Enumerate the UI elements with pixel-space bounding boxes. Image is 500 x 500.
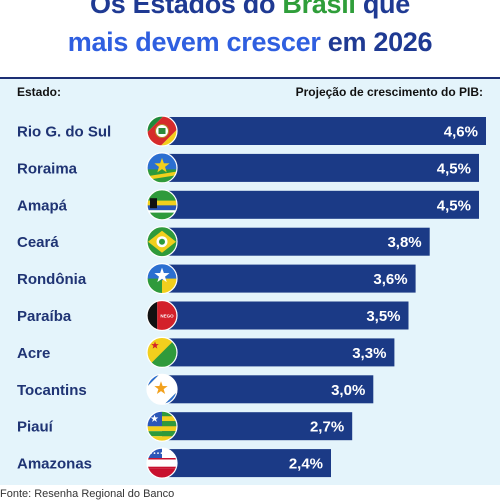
bar [162,153,479,182]
flag-amazonas-icon [146,447,178,479]
value-label: 4,5% [437,160,471,177]
title-line-2: mais devem crescer em 2026 [0,27,500,58]
state-label: Rio G. do Sul [17,124,111,141]
flag-rondonia-icon [146,263,178,295]
bar [162,375,374,404]
flag-ceara-icon [146,226,178,258]
bar [162,190,479,219]
bar [162,301,409,330]
state-label: Tocantins [17,382,87,399]
title-line2-accent: mais devem crescer [67,27,321,57]
title-line1-after: que [355,0,410,19]
value-label: 4,6% [444,124,478,141]
bar [162,117,486,145]
bar [162,449,331,478]
column-header-pib: Projeção de crescimento do PIB: [295,85,483,99]
value-label: 4,5% [437,197,471,214]
state-label: Rondônia [17,271,87,288]
bar [162,338,395,367]
value-label: 2,4% [289,456,323,473]
value-label: 3,3% [352,345,386,362]
title-line1-accent: Brasil [282,0,356,19]
panel-divider [0,77,500,79]
state-label: Amapá [17,197,68,214]
flag-acre-icon [146,336,178,368]
source-note: Fonte: Resenha Regional do Banco [0,488,175,500]
title-line2-after: em 2026 [320,27,433,57]
flag-roraima-icon [146,152,178,184]
value-label: 3,5% [366,308,400,325]
value-label: 2,7% [310,419,344,436]
value-label: 3,6% [373,271,407,288]
flag-rio-grande-do-sul-icon [146,115,178,147]
value-label: 3,8% [387,234,421,251]
state-label: Ceará [17,234,59,251]
bar [162,264,416,293]
state-label: Roraima [17,160,78,177]
bar [162,227,430,256]
bar [162,412,353,441]
title-line-1: Os Estados do Brasil que [0,0,500,20]
flag-amapa-icon [146,189,178,221]
column-header-state: Estado: [17,85,62,99]
state-label: Acre [17,345,50,362]
flag-tocantins-icon [146,373,178,405]
value-label: 3,0% [331,382,365,399]
state-label: Amazonas [17,456,92,473]
flag-piaui-icon [146,410,178,442]
state-label: Paraíba [17,308,72,325]
title-line1-before: Os Estados do [90,0,283,19]
state-label: Piauí [17,419,54,436]
flag-paraiba-icon: NEGO [146,299,178,332]
flag-paraiba-text: NEGO [160,314,174,319]
